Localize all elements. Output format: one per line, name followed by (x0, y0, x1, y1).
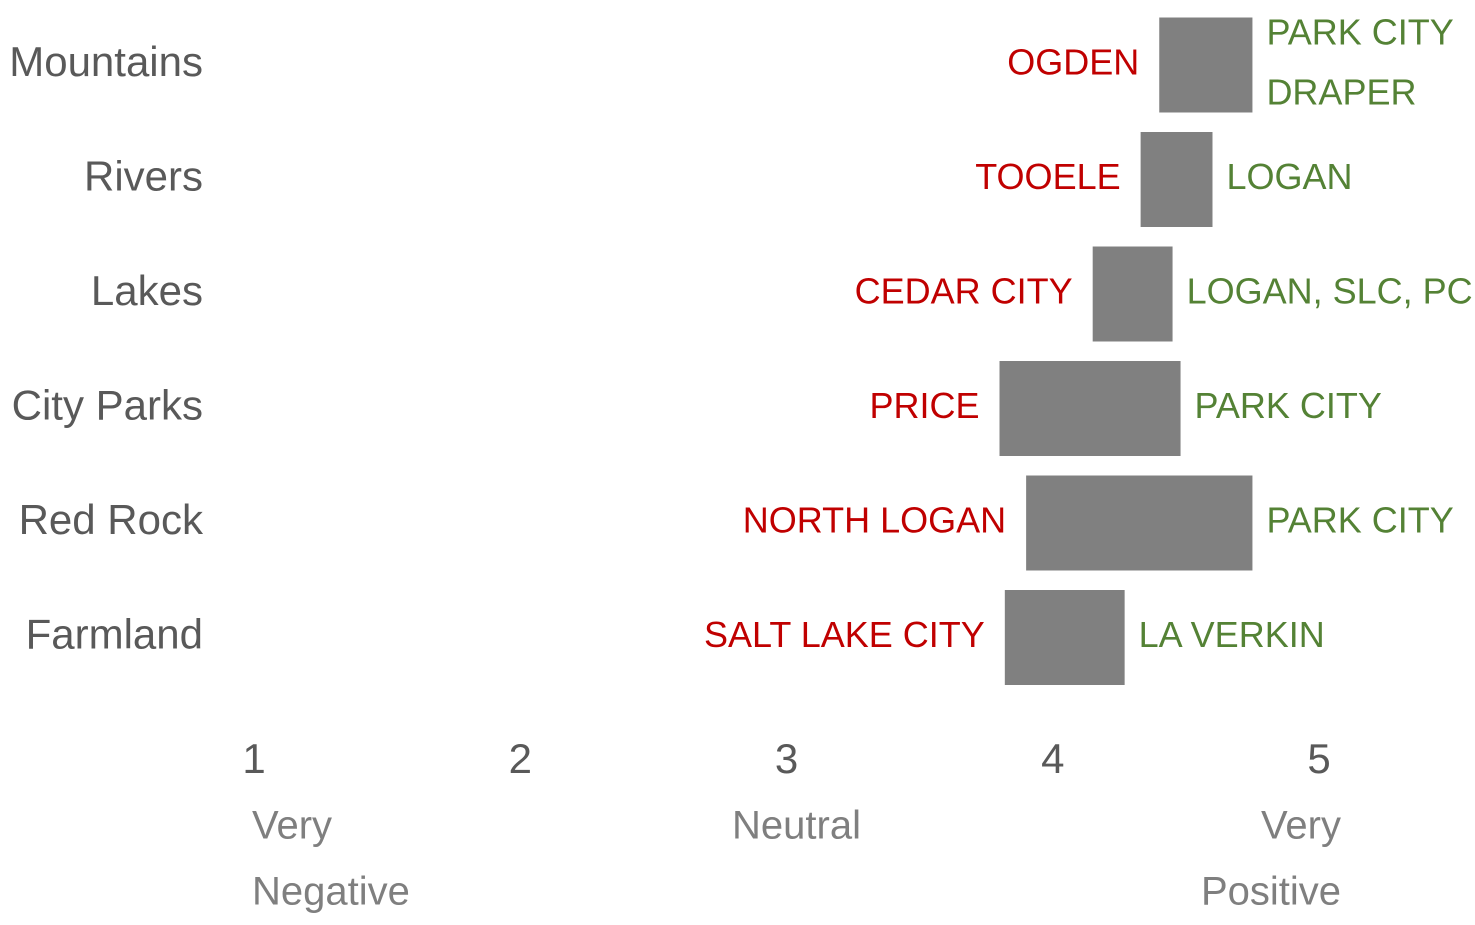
low-label: PRICE (869, 385, 979, 426)
low-label: OGDEN (1007, 42, 1139, 83)
x-tick-label: 3 (775, 735, 798, 782)
high-label: LA VERKIN (1139, 614, 1325, 655)
tick-note: Very (1261, 804, 1341, 848)
bar (1026, 475, 1253, 571)
x-tick-label: 2 (509, 735, 532, 782)
high-label: PARK CITY (1266, 12, 1453, 53)
low-label: SALT LAKE CITY (704, 614, 985, 655)
bar (1159, 17, 1253, 113)
x-tick-label: 5 (1307, 735, 1330, 782)
tick-note: Negative (252, 870, 410, 914)
x-tick-label: 1 (242, 735, 265, 782)
high-label: LOGAN, SLC, PC (1187, 271, 1473, 312)
bar (1092, 246, 1173, 342)
high-label: PARK CITY (1195, 385, 1382, 426)
high-label: DRAPER (1266, 72, 1416, 113)
category-label: Mountains (9, 38, 203, 85)
high-label: PARK CITY (1266, 500, 1453, 541)
low-label: CEDAR CITY (855, 271, 1073, 312)
high-label: LOGAN (1227, 156, 1353, 197)
x-tick-label: 4 (1041, 735, 1064, 782)
bar (999, 361, 1181, 456)
category-label: Lakes (91, 267, 203, 314)
bar (1004, 590, 1125, 685)
category-label: Red Rock (19, 496, 204, 543)
category-label: Farmland (26, 611, 203, 658)
tick-note: Very (252, 804, 332, 848)
tick-note: Positive (1201, 870, 1341, 914)
low-label: NORTH LOGAN (743, 500, 1006, 541)
category-label: Rivers (84, 153, 203, 200)
category-label: City Parks (12, 382, 203, 429)
bar (1140, 132, 1213, 227)
low-label: TOOELE (975, 156, 1120, 197)
tick-note: Neutral (732, 804, 861, 848)
